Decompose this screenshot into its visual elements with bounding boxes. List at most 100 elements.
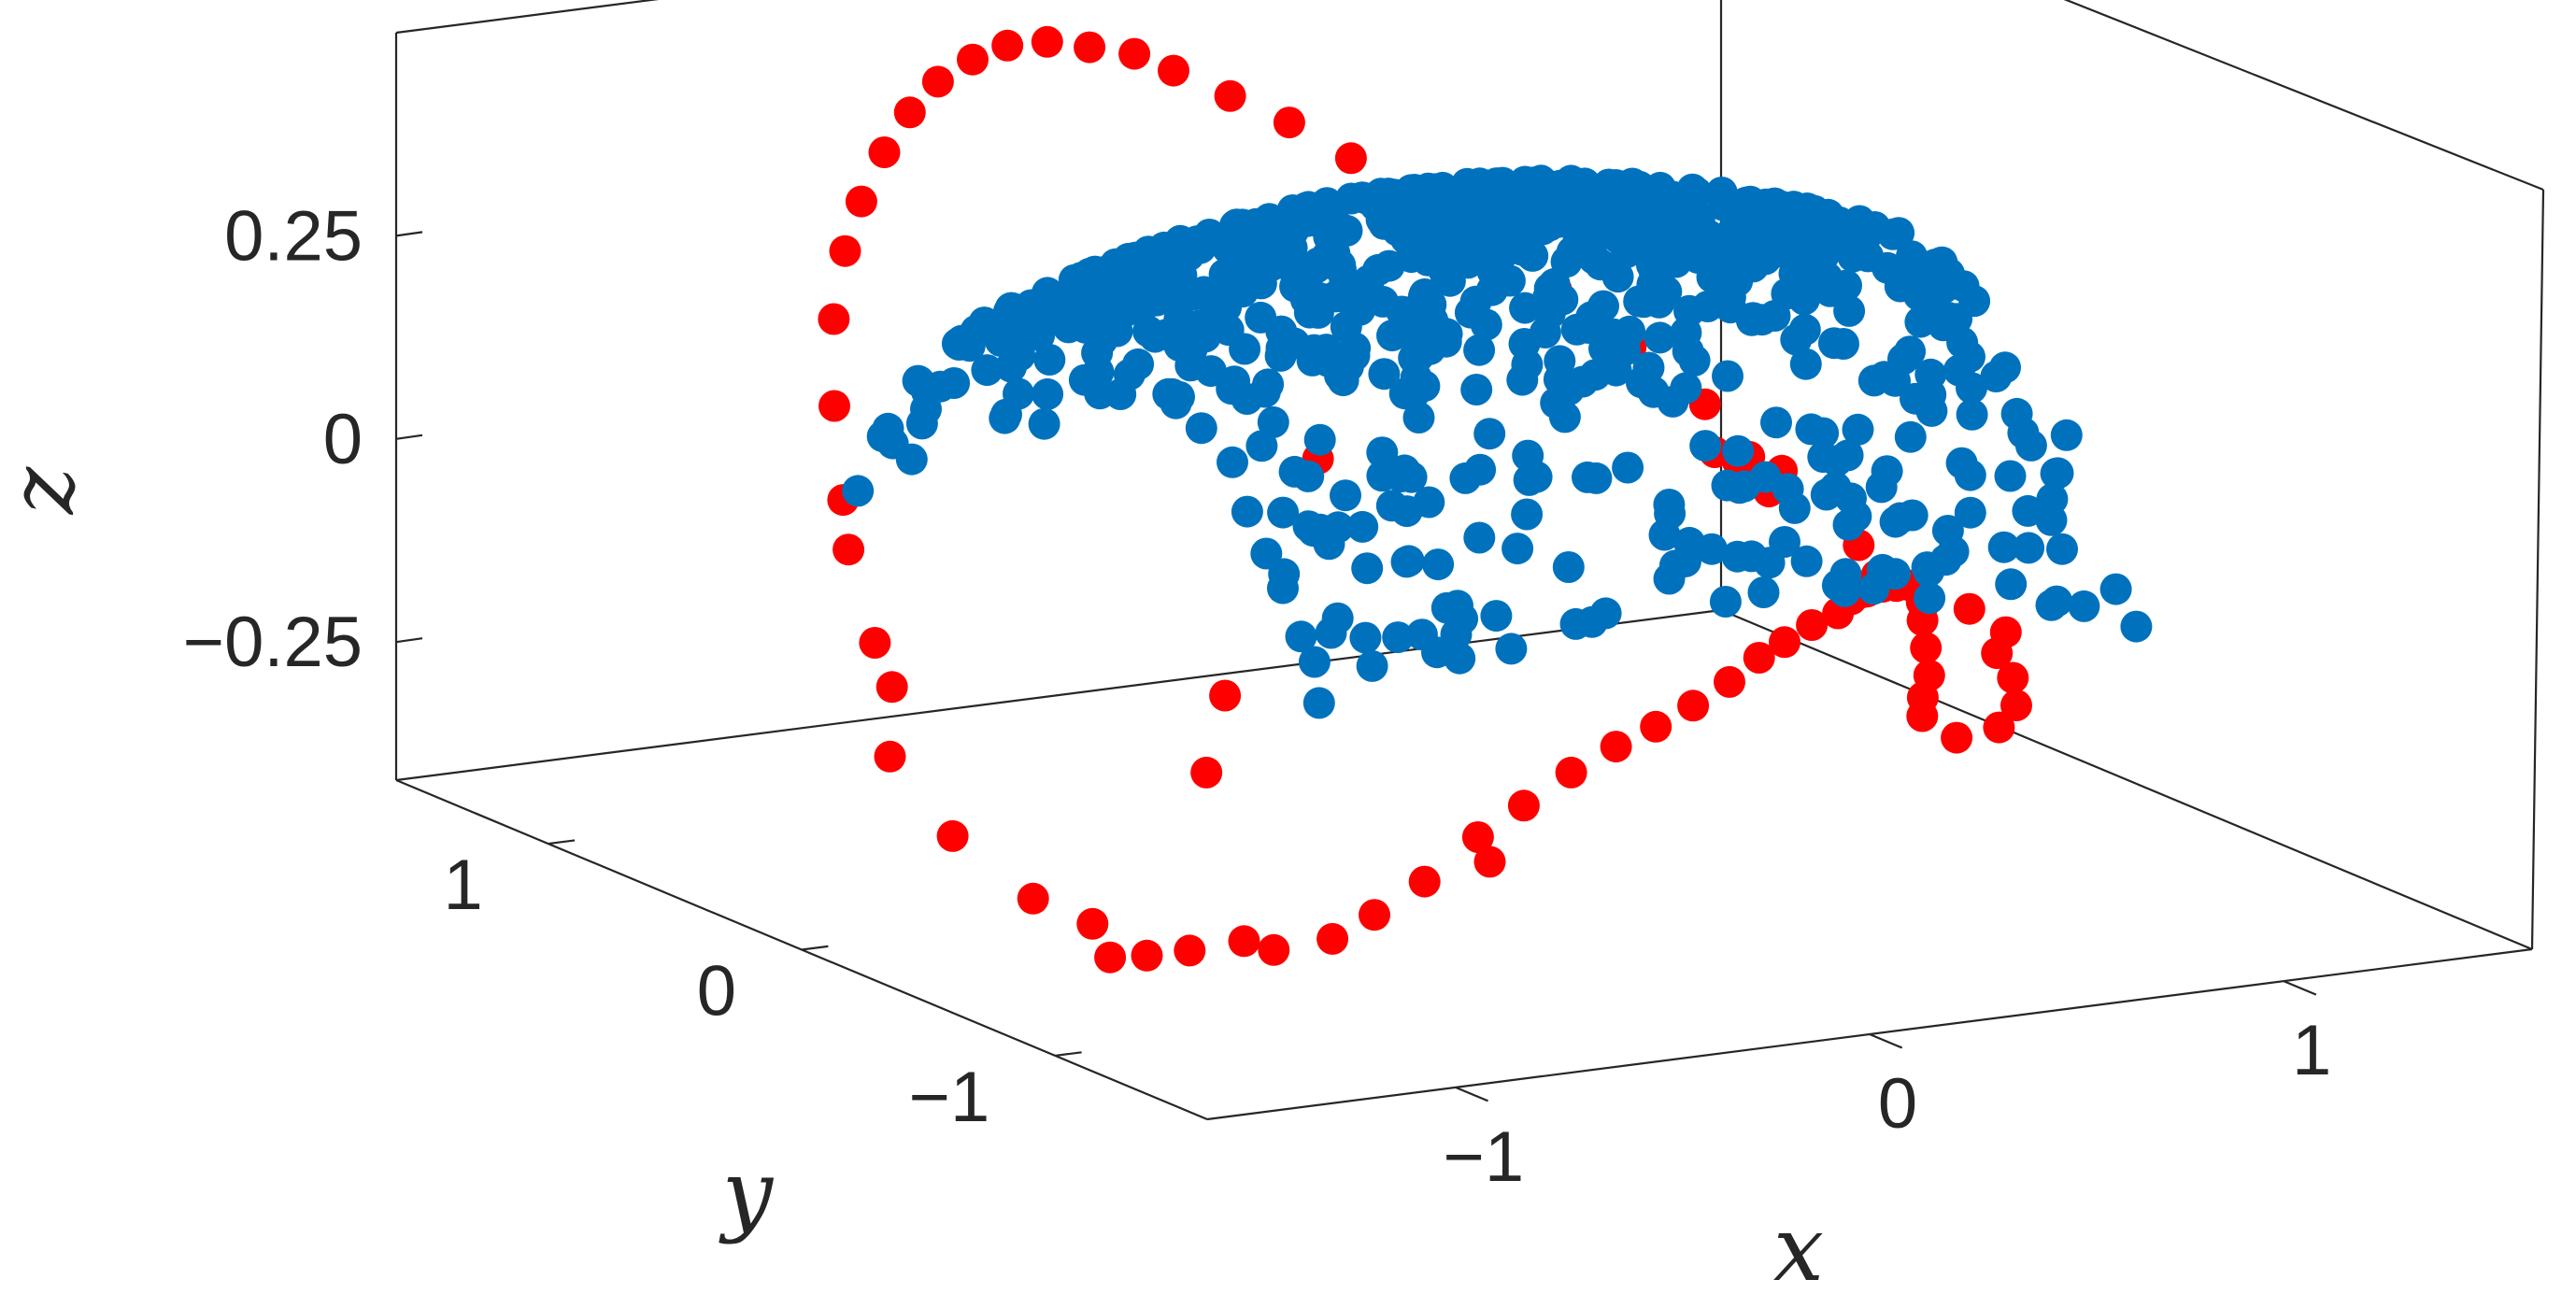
blue-point: [1865, 471, 1898, 504]
blue-point: [1828, 328, 1859, 360]
red-point: [1910, 632, 1943, 664]
red-point: [1473, 846, 1506, 878]
red-point: [1190, 756, 1223, 789]
blue-point: [1476, 255, 1509, 288]
blue-point: [1368, 358, 1401, 391]
blue-point: [1722, 434, 1755, 467]
blue-point: [1489, 229, 1522, 262]
red-point: [1555, 756, 1587, 789]
red-point: [1258, 933, 1290, 966]
blue-point: [1313, 528, 1345, 561]
blue-point: [1267, 496, 1300, 529]
blue-point: [1813, 222, 1845, 255]
blue-point: [1987, 531, 2020, 563]
blue-point: [2013, 532, 2045, 564]
blue-point: [1937, 535, 1970, 568]
y-tick-mark: [1055, 1051, 1082, 1058]
red-point: [1507, 789, 1540, 822]
blue-point: [2046, 533, 2078, 565]
blue-point: [2035, 504, 2068, 536]
red-point: [1983, 711, 2015, 744]
y-tick-mark: [548, 839, 576, 846]
red-point: [2000, 690, 2032, 721]
red-point: [1074, 31, 1106, 64]
blue-point: [1835, 482, 1867, 515]
blue-point: [1268, 558, 1301, 590]
blue-point: [1421, 313, 1454, 346]
red-point: [1209, 679, 1242, 712]
blue-point: [1217, 446, 1248, 478]
blue-point: [1311, 240, 1344, 273]
blue-point: [1315, 617, 1347, 649]
blue-point: [1231, 495, 1263, 528]
blue-point: [1451, 247, 1484, 279]
blue-point: [903, 365, 935, 398]
blue-point: [1747, 576, 1780, 608]
y-axis-label: y: [719, 1141, 775, 1245]
blue-point: [1956, 398, 1988, 431]
blue-point: [1460, 374, 1493, 405]
blue-point: [1810, 478, 1843, 511]
blue-point: [1405, 618, 1438, 651]
red-point: [991, 29, 1024, 62]
z-tick-mark: [395, 434, 423, 440]
blue-point: [2068, 590, 2100, 622]
blue-point: [1356, 649, 1388, 682]
blue-point: [1566, 365, 1599, 398]
blue-point: [1188, 320, 1221, 353]
blue-point: [1473, 418, 1506, 450]
blue-point: [1255, 249, 1288, 282]
blue-point: [1349, 621, 1382, 654]
blue-point: [1644, 321, 1676, 354]
blue-point: [1670, 372, 1702, 405]
blue-point: [1633, 211, 1666, 244]
x-tick-label: 1: [2292, 1011, 2331, 1090]
red-point: [1796, 609, 1829, 641]
blue-point: [1015, 289, 1047, 321]
red-point: [859, 627, 891, 659]
blue-point: [1958, 285, 1991, 318]
blue-point: [1122, 348, 1155, 380]
blue-point: [1829, 558, 1862, 590]
blue-point: [1506, 363, 1539, 396]
blue-point: [1501, 533, 1534, 565]
blue-point: [1509, 291, 1542, 324]
red-point: [1941, 721, 1973, 754]
blue-point: [1883, 217, 1915, 249]
blue-point: [1563, 224, 1596, 257]
x-tick-label: −1: [1444, 1117, 1525, 1197]
red-point: [1334, 142, 1367, 175]
blue-point: [1842, 413, 1874, 446]
blue-point: [1680, 177, 1713, 209]
blue-point: [1398, 342, 1430, 375]
red-point: [1989, 616, 2022, 648]
blue-point: [1543, 363, 1575, 395]
blue-point: [1580, 462, 1613, 494]
blue-point: [1463, 334, 1496, 366]
blue-point: [1003, 377, 1034, 410]
red-point: [1600, 731, 1632, 763]
red-point: [893, 96, 926, 129]
blue-point: [1366, 436, 1399, 469]
blue-point: [1185, 412, 1217, 445]
y-tick-label: 0: [697, 952, 736, 1031]
blue-point: [1585, 249, 1616, 281]
blue-point: [1654, 497, 1686, 530]
blue-point: [1650, 276, 1683, 308]
blue-point: [1945, 447, 1978, 479]
blue-point: [984, 324, 1017, 357]
data-points: [818, 25, 2153, 974]
blue-point: [1575, 605, 1608, 638]
blue-point: [1292, 510, 1325, 543]
blue-point: [1795, 413, 1828, 446]
blue-point: [1844, 206, 1877, 238]
right-vertical-edge: [2530, 189, 2545, 950]
blue-point: [1759, 235, 1792, 268]
z-axis-label: z: [0, 465, 94, 515]
blue-point: [1293, 192, 1326, 224]
blue-point: [1788, 313, 1821, 346]
blue-point: [1463, 521, 1496, 554]
blue-point: [1033, 344, 1066, 376]
z-tick-mark: [395, 231, 423, 237]
blue-point: [1789, 348, 1822, 380]
